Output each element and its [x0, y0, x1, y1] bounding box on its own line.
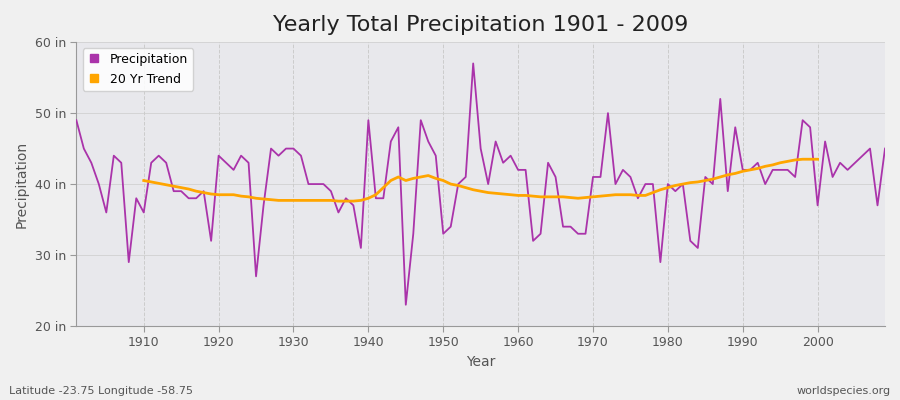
Y-axis label: Precipitation: Precipitation — [15, 140, 29, 228]
X-axis label: Year: Year — [466, 355, 495, 369]
Title: Yearly Total Precipitation 1901 - 2009: Yearly Total Precipitation 1901 - 2009 — [273, 15, 688, 35]
Text: worldspecies.org: worldspecies.org — [796, 386, 891, 396]
Text: Latitude -23.75 Longitude -58.75: Latitude -23.75 Longitude -58.75 — [9, 386, 193, 396]
Legend: Precipitation, 20 Yr Trend: Precipitation, 20 Yr Trend — [83, 48, 194, 91]
